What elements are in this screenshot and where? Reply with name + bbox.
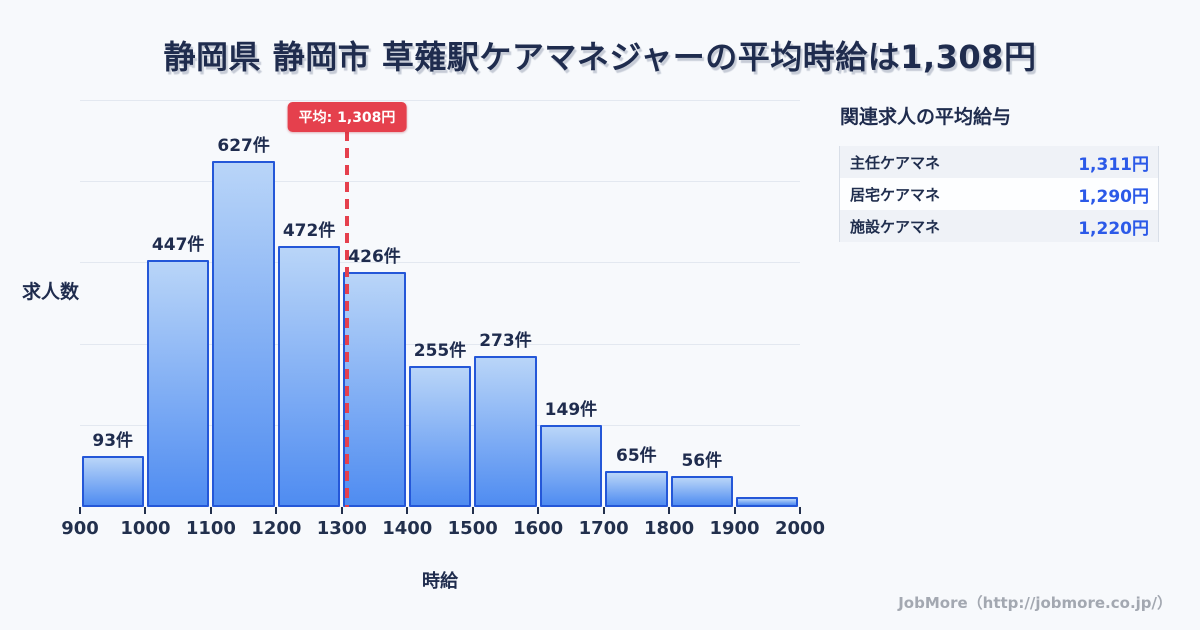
x-tick-mark <box>733 507 736 514</box>
y-axis-label: 求人数 <box>22 281 80 303</box>
x-tick-mark <box>799 507 801 514</box>
table-row: 施設ケアマネ 1,220円 <box>840 210 1158 242</box>
x-tick-label: 900 <box>61 518 99 539</box>
bar-value-label: 627件 <box>217 136 270 156</box>
job-type-label: 居宅ケアマネ <box>850 185 941 204</box>
x-tick-mark <box>340 507 343 514</box>
average-badge: 平均: 1,308円 <box>287 102 407 132</box>
x-tick-label: 1100 <box>185 518 236 539</box>
bar-value-label: 426件 <box>348 247 401 267</box>
job-wage-value: 1,290円 <box>1078 186 1149 207</box>
x-tick-label: 1700 <box>578 518 629 539</box>
bar-value-label: 93件 <box>92 431 134 451</box>
x-axis-label: 時給 <box>422 571 458 592</box>
x-tick-label: 1200 <box>251 518 302 539</box>
x-tick-mark <box>668 507 671 514</box>
gridline <box>80 181 800 183</box>
wage-histogram-plot-area: 93件 447件 627件 472件 426件 255件 273件 149件 65件 56件 900… <box>61 100 825 539</box>
average-line <box>345 131 350 507</box>
job-type-label: 施設ケアマネ <box>850 217 941 236</box>
related-jobs-panel-title: 関連求人の平均給与 <box>840 106 1012 128</box>
bar-value-label: 56件 <box>681 451 723 471</box>
bar-value-label: 472件 <box>282 221 336 241</box>
bar-value-label: 273件 <box>479 331 532 351</box>
x-tick-label: 1900 <box>709 518 760 539</box>
gridline <box>80 100 800 101</box>
x-tick-mark <box>209 507 212 514</box>
gridline <box>80 343 800 345</box>
bar-value-label: 255件 <box>413 341 467 361</box>
job-type-label: 主任ケアマネ <box>850 153 941 172</box>
table-row: 居宅ケアマネ 1,290円 <box>840 178 1158 210</box>
histogram-bar-900-1000 <box>81 456 144 507</box>
x-tick-mark <box>275 507 278 514</box>
x-tick-mark <box>406 507 409 514</box>
bar-value-label: 149件 <box>544 400 598 420</box>
x-tick-label: 1600 <box>513 518 564 539</box>
x-tick-mark <box>79 507 81 514</box>
histogram-bar-1600-1700 <box>539 425 603 507</box>
x-tick-label: 2000 <box>774 518 826 539</box>
site-credit: JobMore（http://jobmore.co.jp/） <box>898 594 1172 612</box>
bar-value-label: 447件 <box>151 235 205 255</box>
page-title: 静岡県 静岡市 草薙駅ケアマネジャーの平均時給は1,308円 <box>163 38 1037 76</box>
x-tick-label: 1400 <box>382 518 433 539</box>
histogram-bar-1200-1300 <box>277 246 341 507</box>
x-tick-label: 1500 <box>447 518 498 539</box>
gridline <box>80 262 800 264</box>
histogram-bar-1300-1400 <box>343 272 406 507</box>
job-wage-value: 1,220円 <box>1078 218 1149 239</box>
histogram-bar-1700-1800 <box>605 471 668 507</box>
histogram-bar-1900-2000 <box>736 497 799 507</box>
table-row: 主任ケアマネ 1,311円 <box>840 146 1158 178</box>
histogram-bar-1400-1500 <box>408 366 472 507</box>
x-tick-label: 1000 <box>120 518 171 539</box>
x-tick-mark <box>602 507 605 514</box>
x-tick-mark <box>144 507 147 514</box>
histogram-bar-1800-1900 <box>670 476 734 507</box>
bar-value-label: 65件 <box>616 446 657 466</box>
x-tick-label: 1800 <box>644 518 695 539</box>
related-jobs-table: 主任ケアマネ 1,311円 居宅ケアマネ 1,290円 施設ケアマネ 1,220… <box>839 146 1159 242</box>
histogram-bar-1100-1200 <box>212 161 275 507</box>
histogram-bar-1000-1100 <box>146 260 210 507</box>
x-tick-label: 1300 <box>316 518 367 539</box>
x-tick-mark <box>537 507 540 514</box>
histogram-bar-1500-1600 <box>474 356 537 507</box>
job-wage-value: 1,311円 <box>1078 154 1149 175</box>
x-tick-mark <box>471 507 474 514</box>
